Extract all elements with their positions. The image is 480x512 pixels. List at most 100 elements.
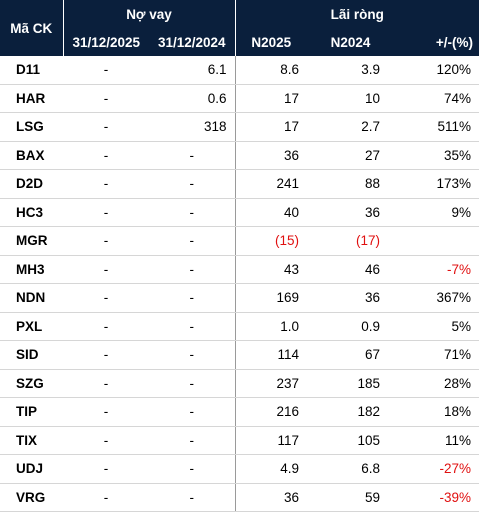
cell-debt-2025: - (63, 255, 149, 284)
cell-debt-2024: - (149, 283, 236, 313)
cell-debt-2025: - (63, 426, 149, 455)
cell-debt-2024: - (149, 483, 236, 512)
cell-profit-2024: 2.7 (307, 112, 394, 142)
cell-code: D11 (0, 56, 63, 85)
cell-profit-2024: (17) (307, 226, 394, 256)
cell-change: -7% (394, 255, 480, 284)
cell-profit-2024: 105 (307, 426, 394, 455)
cell-profit-2025: 114 (235, 340, 307, 370)
cell-change: 28% (394, 369, 480, 398)
cell-debt-2024: - (149, 198, 236, 227)
cell-code: NDN (0, 283, 63, 313)
cell-profit-2024: 36 (307, 283, 394, 313)
cell-debt-2024: 318 (149, 112, 236, 142)
cell-profit-2025: 4.9 (235, 454, 307, 484)
cell-debt-2025: - (63, 112, 149, 142)
table-body: D11 - 6.1 8.6 3.9 120% HAR - 0.6 17 10 7… (0, 56, 480, 512)
cell-debt-2025: - (63, 283, 149, 313)
cell-profit-2024: 88 (307, 169, 394, 199)
cell-change: 5% (394, 312, 480, 341)
cell-code: TIP (0, 397, 63, 427)
cell-code: SZG (0, 369, 63, 398)
cell-profit-2025: (15) (235, 226, 307, 256)
cell-change: 9% (394, 198, 480, 227)
table-row: TIX - - 117 105 11% (0, 426, 480, 455)
cell-debt-2025: - (63, 141, 149, 170)
cell-profit-2025: 8.6 (235, 56, 307, 85)
cell-profit-2024: 6.8 (307, 454, 394, 484)
cell-debt-2024: - (149, 255, 236, 284)
cell-debt-2024: - (149, 454, 236, 484)
header-group-debt: Nợ vay (63, 0, 236, 28)
cell-profit-2024: 0.9 (307, 312, 394, 341)
cell-debt-2025: - (63, 198, 149, 227)
table-row: D11 - 6.1 8.6 3.9 120% (0, 56, 480, 85)
table-row: SID - - 114 67 71% (0, 340, 480, 370)
cell-code: MH3 (0, 255, 63, 284)
cell-debt-2024: - (149, 397, 236, 427)
header-group-net-profit: Lãi ròng (235, 0, 480, 28)
cell-profit-2025: 169 (235, 283, 307, 313)
table-row: SZG - - 237 185 28% (0, 369, 480, 398)
cell-profit-2024: 36 (307, 198, 394, 227)
cell-change (394, 226, 480, 256)
table-row: UDJ - - 4.9 6.8 -27% (0, 454, 480, 484)
cell-profit-2025: 17 (235, 84, 307, 113)
cell-code: TIX (0, 426, 63, 455)
cell-debt-2025: - (63, 226, 149, 256)
cell-debt-2025: - (63, 369, 149, 398)
cell-profit-2025: 216 (235, 397, 307, 427)
cell-code: MGR (0, 226, 63, 256)
cell-change: 71% (394, 340, 480, 370)
cell-debt-2025: - (63, 169, 149, 199)
cell-profit-2024: 185 (307, 369, 394, 398)
cell-profit-2025: 40 (235, 198, 307, 227)
cell-code: SID (0, 340, 63, 370)
cell-debt-2024: - (149, 226, 236, 256)
cell-change: 11% (394, 426, 480, 455)
cell-code: VRG (0, 483, 63, 512)
cell-debt-2025: - (63, 312, 149, 341)
cell-debt-2025: - (63, 340, 149, 370)
header-debt-2025: 31/12/2025 (63, 28, 149, 56)
cell-debt-2025: - (63, 56, 149, 85)
cell-code: LSG (0, 112, 63, 142)
table-row: D2D - - 241 88 173% (0, 169, 480, 199)
header-change: +/-(%) (394, 28, 480, 56)
cell-profit-2024: 27 (307, 141, 394, 170)
cell-profit-2024: 3.9 (307, 56, 394, 85)
cell-code: PXL (0, 312, 63, 341)
cell-debt-2025: - (63, 84, 149, 113)
table-row: VRG - - 36 59 -39% (0, 483, 480, 512)
cell-profit-2025: 36 (235, 483, 307, 512)
table-row: PXL - - 1.0 0.9 5% (0, 312, 480, 341)
cell-profit-2024: 10 (307, 84, 394, 113)
cell-change: -39% (394, 483, 480, 512)
cell-change: 511% (394, 112, 480, 142)
cell-change: 173% (394, 169, 480, 199)
cell-profit-2024: 59 (307, 483, 394, 512)
cell-debt-2024: 0.6 (149, 84, 236, 113)
cell-profit-2025: 43 (235, 255, 307, 284)
table-row: LSG - 318 17 2.7 511% (0, 112, 480, 142)
cell-profit-2025: 241 (235, 169, 307, 199)
cell-code: BAX (0, 141, 63, 170)
cell-profit-2024: 182 (307, 397, 394, 427)
cell-debt-2025: - (63, 454, 149, 484)
table-row: MGR - - (15) (17) (0, 226, 480, 256)
cell-change: 367% (394, 283, 480, 313)
cell-debt-2025: - (63, 483, 149, 512)
table-row: TIP - - 216 182 18% (0, 397, 480, 427)
cell-debt-2024: - (149, 369, 236, 398)
cell-profit-2025: 1.0 (235, 312, 307, 341)
cell-debt-2024: - (149, 426, 236, 455)
table-row: NDN - - 169 36 367% (0, 283, 480, 313)
table-row: BAX - - 36 27 35% (0, 141, 480, 170)
cell-code: HC3 (0, 198, 63, 227)
cell-debt-2024: - (149, 169, 236, 199)
cell-debt-2024: - (149, 312, 236, 341)
cell-change: 120% (394, 56, 480, 85)
cell-profit-2025: 17 (235, 112, 307, 142)
table-row: MH3 - - 43 46 -7% (0, 255, 480, 284)
